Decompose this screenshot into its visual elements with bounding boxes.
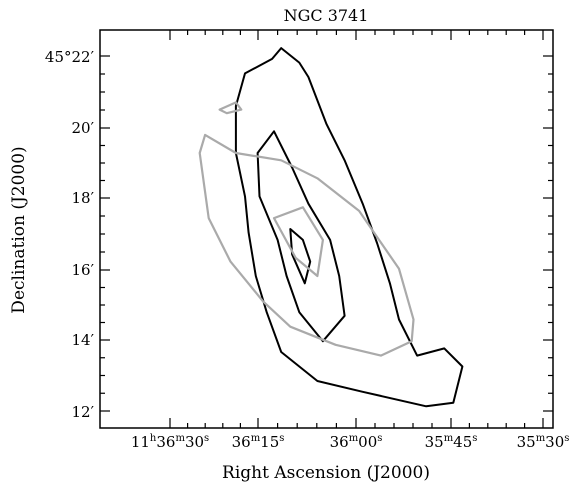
y-axis-label: Declination (J2000) xyxy=(9,146,29,313)
y-tick-label: 20′ xyxy=(72,119,95,137)
x-tick-label: 36m15s xyxy=(232,433,285,451)
x-tick-label: 35m45s xyxy=(425,433,478,451)
x-axis-label: Right Ascension (J2000) xyxy=(222,463,430,483)
hi-contour-1 xyxy=(256,130,346,343)
y-tick-label: 45°22′ xyxy=(45,48,95,66)
x-tick-labels: 11h36m30s 36m15s 36m00s 35m45s 35m30s xyxy=(131,433,570,451)
plot-frame xyxy=(99,29,554,429)
x-tick-label: 36m00s xyxy=(330,433,383,451)
y-tick-label: 12′ xyxy=(72,403,95,421)
chart-title: NGC 3741 xyxy=(284,6,369,25)
hi-contour-2 xyxy=(289,228,312,285)
y-tick-label: 14′ xyxy=(72,331,95,349)
tick-marks xyxy=(100,30,553,428)
optical-contour-1 xyxy=(272,206,324,278)
optical-contour-2 xyxy=(218,101,243,115)
y-tick-label: 18′ xyxy=(72,189,95,207)
x-tick-label: 35m30s xyxy=(517,433,570,451)
contour-layer xyxy=(198,47,464,408)
x-tick-label: 11h36m30s xyxy=(131,433,209,451)
hi-contour-0 xyxy=(234,47,464,408)
y-tick-labels: 45°22′ 20′ 18′ 16′ 14′ 12′ xyxy=(45,48,95,421)
y-tick-label: 16′ xyxy=(72,261,95,279)
optical-contour-0 xyxy=(198,133,415,357)
